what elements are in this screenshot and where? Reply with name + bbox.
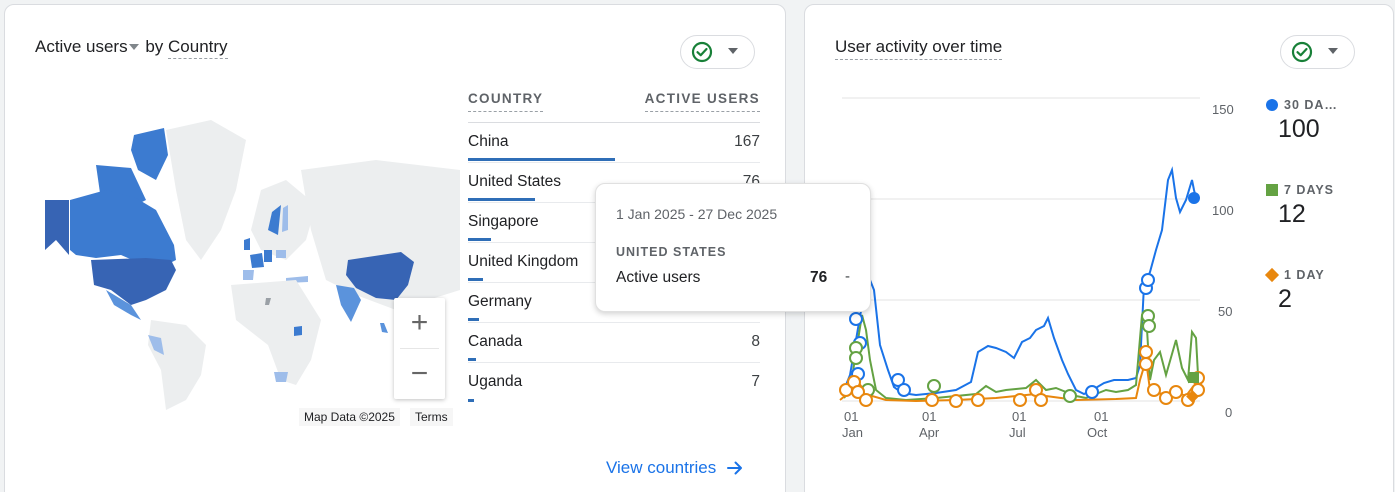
table-row[interactable]: Canada 8	[468, 323, 760, 363]
view-countries-label: View countries	[606, 458, 717, 477]
zoom-divider	[400, 348, 439, 349]
svg-text:01: 01	[1012, 409, 1026, 424]
value-bar	[468, 238, 491, 241]
metric-selector[interactable]: Active users	[35, 37, 141, 56]
svg-text:Jul: Jul	[1009, 425, 1026, 440]
value-bar	[468, 399, 474, 402]
zoom-in-button[interactable]: +	[410, 306, 429, 339]
table-header: COUNTRY ACTIVE USERS	[468, 90, 760, 123]
table-row[interactable]: China 167	[468, 123, 760, 163]
tooltip-value: 76	[810, 269, 828, 286]
svg-text:Jan: Jan	[842, 425, 863, 440]
world-map[interactable]	[36, 110, 460, 430]
svg-text:01: 01	[1094, 409, 1108, 424]
title-by-text: by	[145, 37, 164, 56]
svg-text:01: 01	[922, 409, 936, 424]
chevron-down-icon	[1328, 48, 1338, 54]
y-axis-labels: 150 100 50 0	[1212, 102, 1234, 420]
svg-text:01: 01	[844, 409, 858, 424]
country-name: United Kingdom	[468, 253, 579, 270]
legend-value: 12	[1278, 200, 1306, 228]
value-bar	[468, 358, 476, 361]
arrow-right-icon	[727, 461, 743, 475]
check-circle-icon	[1291, 41, 1313, 63]
country-name: China	[468, 133, 509, 150]
legend-value: 2	[1278, 285, 1292, 313]
svg-text:Oct: Oct	[1087, 425, 1108, 440]
country-name: Singapore	[468, 213, 539, 230]
dimension-label[interactable]: Country	[168, 37, 228, 59]
svg-text:100: 100	[1212, 203, 1234, 218]
user-activity-card	[804, 4, 1394, 492]
table-row[interactable]: Germany	[468, 283, 760, 323]
active-users-value: 8	[751, 333, 760, 350]
legend-label: 1 DAY	[1284, 268, 1325, 282]
check-circle-icon	[691, 41, 713, 63]
svg-text:50: 50	[1218, 304, 1232, 319]
svg-text:150: 150	[1212, 102, 1234, 117]
diamond-marker-icon	[1264, 267, 1280, 283]
zoom-out-button[interactable]: −	[410, 357, 429, 390]
active-users-value: 167	[734, 133, 760, 150]
legend-30-days[interactable]: 30 DA… 100	[1266, 98, 1338, 144]
tooltip-country: UNITED STATES	[616, 245, 727, 259]
series-7-days-end-marker	[1188, 372, 1199, 383]
tooltip-change: -	[845, 268, 850, 285]
legend-value: 100	[1278, 115, 1320, 143]
value-bar	[468, 158, 615, 161]
country-card-status-button[interactable]	[680, 35, 755, 69]
country-name: Uganda	[468, 373, 523, 390]
value-bar	[468, 198, 535, 201]
activity-card-status-button[interactable]	[1280, 35, 1355, 69]
country-table: COUNTRY ACTIVE USERS China 167 United St…	[468, 90, 760, 403]
map-tooltip: 1 Jan 2025 - 27 Dec 2025 UNITED STATES A…	[595, 183, 871, 312]
map-attribution: Map Data ©2025	[299, 408, 400, 426]
square-marker-icon	[1266, 184, 1278, 196]
legend-1-day[interactable]: 1 DAY 2	[1264, 267, 1325, 314]
map-terms-link[interactable]: Terms	[410, 408, 453, 426]
column-header-active-users[interactable]: ACTIVE USERS	[644, 91, 760, 112]
map-zoom-control: + −	[394, 298, 445, 399]
value-bar	[468, 318, 479, 321]
activity-card-title[interactable]: User activity over time	[835, 37, 1003, 60]
legend-label: 30 DA…	[1284, 98, 1338, 112]
country-name: United States	[468, 173, 562, 190]
country-name: Germany	[468, 293, 532, 310]
table-row[interactable]: Uganda 7	[468, 363, 760, 403]
caret-down-icon	[128, 43, 139, 50]
circle-marker-icon	[1266, 99, 1278, 111]
svg-text:Apr: Apr	[919, 425, 940, 440]
value-bar	[468, 278, 483, 281]
tooltip-metric: Active users	[616, 269, 701, 286]
country-name: Canada	[468, 333, 523, 350]
legend-label: 7 DAYS	[1284, 183, 1335, 197]
series-30-days-end-marker	[1188, 192, 1200, 204]
column-header-country[interactable]: COUNTRY	[468, 91, 544, 112]
series-7-days	[843, 310, 1199, 402]
svg-text:0: 0	[1225, 405, 1232, 420]
chevron-down-icon	[728, 48, 738, 54]
view-countries-link[interactable]: View countries	[606, 458, 744, 478]
legend-7-days[interactable]: 7 DAYS 12	[1266, 183, 1334, 229]
tooltip-date-range: 1 Jan 2025 - 27 Dec 2025	[616, 206, 778, 222]
country-card-title: Active users by Country	[35, 37, 228, 59]
active-users-value: 7	[751, 373, 760, 390]
